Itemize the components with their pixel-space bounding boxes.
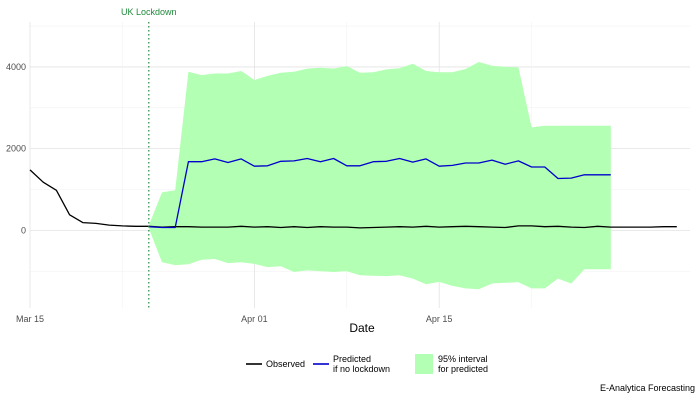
y-tick-label-2: 4000 bbox=[6, 62, 26, 72]
series-line-predicted bbox=[148, 157, 611, 229]
x-tick-label-2: Apr 15 bbox=[426, 314, 453, 324]
y-tick-label-1: 2000 bbox=[6, 144, 26, 154]
legend-label-observed: Observed bbox=[266, 359, 305, 369]
annotation-layer: UK Lockdown bbox=[121, 7, 177, 308]
caption: E-Analytica Forecasting bbox=[600, 383, 695, 393]
legend-label-predicted-line2: if no lockdown bbox=[333, 364, 390, 374]
axes: 0 2000 4000 Mar 15 Apr 01 Apr 15 bbox=[6, 62, 452, 324]
y-tick-label-0: 0 bbox=[21, 225, 26, 235]
series-line-observed bbox=[29, 169, 677, 229]
legend: Observed Predicted if no lockdown 95% in… bbox=[246, 354, 488, 374]
legend-label-interval-line2: for predicted bbox=[438, 364, 488, 374]
series-lines bbox=[29, 157, 677, 229]
legend-key-interval bbox=[415, 354, 433, 374]
legend-label-predicted: Predicted bbox=[333, 354, 371, 364]
x-tick-label-0: Mar 15 bbox=[16, 314, 44, 324]
prediction-interval-band bbox=[148, 62, 611, 290]
x-tick-label-1: Apr 01 bbox=[241, 314, 268, 324]
interval-band-area bbox=[148, 62, 611, 290]
legend-label-interval: 95% interval bbox=[438, 354, 488, 364]
lockdown-label: UK Lockdown bbox=[121, 7, 177, 17]
x-axis-title: Date bbox=[349, 321, 375, 335]
